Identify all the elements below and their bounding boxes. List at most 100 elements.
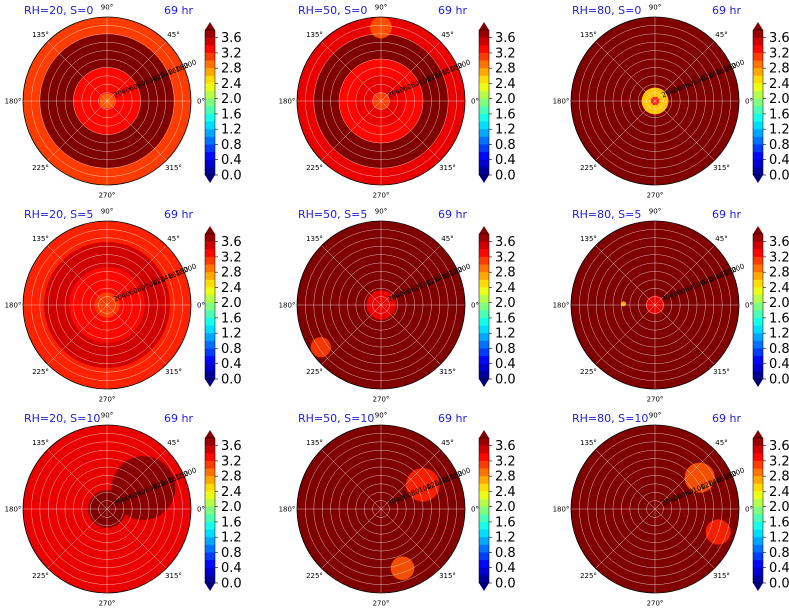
colorbar-tick-label: 3.6 bbox=[221, 439, 242, 454]
colorbar-segment bbox=[753, 356, 763, 365]
field-patch bbox=[390, 556, 415, 580]
colorbar-segment bbox=[479, 491, 489, 500]
angle-tick-label: 45° bbox=[715, 235, 727, 243]
grid-spoke bbox=[106, 304, 167, 365]
colorbar-segment bbox=[205, 340, 215, 349]
colorbar-segment bbox=[479, 483, 489, 492]
colorbar-segment bbox=[753, 152, 763, 161]
colorbar-segment bbox=[205, 264, 215, 273]
colorbar-extend-bottom bbox=[205, 583, 215, 591]
angle-tick-label: 315° bbox=[439, 368, 456, 376]
colorbar: 3.63.22.82.42.01.61.20.80.40.0 bbox=[204, 22, 242, 184]
colorbar-segment bbox=[753, 159, 763, 168]
colorbar-segment bbox=[205, 506, 215, 515]
colorbar-tick-label: 0.8 bbox=[769, 342, 789, 357]
colorbar-tick-label: 0.4 bbox=[221, 357, 242, 372]
grid-spoke bbox=[321, 449, 382, 510]
polar-panel: 90°45°0°315°270°225°180°135°204060801001… bbox=[5, 412, 242, 608]
colorbar-segment bbox=[753, 264, 763, 273]
colorbar-segment bbox=[205, 113, 215, 122]
colorbar-segment bbox=[753, 91, 763, 100]
colorbar-segment bbox=[753, 144, 763, 153]
panel-time-label: 69 hr bbox=[438, 412, 467, 425]
grid-spoke bbox=[321, 100, 382, 161]
colorbar-segment bbox=[205, 121, 215, 130]
colorbar: 3.63.22.82.42.01.61.20.80.40.0 bbox=[478, 22, 516, 184]
colorbar-segment bbox=[205, 468, 215, 477]
colorbar-tick-label: 2.0 bbox=[221, 296, 242, 311]
colorbar-tick-label: 1.2 bbox=[221, 327, 242, 342]
radial-tick-label: 20 bbox=[661, 89, 672, 100]
colorbar-tick-label: 2.0 bbox=[769, 500, 789, 515]
colorbar-segment bbox=[479, 340, 489, 349]
grid-spoke bbox=[595, 100, 656, 161]
colorbar-segment bbox=[205, 356, 215, 365]
radial-tick-label: 40 bbox=[668, 86, 679, 97]
colorbar-segment bbox=[205, 491, 215, 500]
angle-tick-label: 315° bbox=[713, 368, 730, 376]
colorbar-segment bbox=[479, 544, 489, 553]
grid-spoke bbox=[47, 508, 108, 569]
polar-frame bbox=[296, 16, 466, 186]
colorbar-segment bbox=[205, 560, 215, 569]
grid-spoke bbox=[47, 41, 108, 102]
panel-title: RH=20, S=0 bbox=[24, 4, 93, 17]
grid-spoke bbox=[380, 304, 441, 365]
colorbar-segment bbox=[753, 317, 763, 326]
radial-tick-label: 200 bbox=[182, 466, 197, 479]
colorbar-segment bbox=[753, 167, 763, 176]
colorbar-tick-label: 1.2 bbox=[221, 123, 242, 138]
colorbar-tick-label: 0.0 bbox=[769, 577, 789, 592]
colorbar-extend-bottom bbox=[479, 379, 489, 387]
angle-tick-label: 0° bbox=[745, 98, 753, 106]
radial-tick-label: 200 bbox=[730, 262, 745, 275]
colorbar-segment bbox=[205, 75, 215, 84]
polar-panel: 90°45°0°315°270°225°180°135°204060801001… bbox=[5, 208, 242, 404]
grid-spoke bbox=[380, 245, 441, 306]
colorbar-segment bbox=[205, 129, 215, 138]
grid-spoke bbox=[321, 41, 382, 102]
radial-tick-label: 200 bbox=[730, 466, 745, 479]
panel-title: RH=20, S=5 bbox=[24, 208, 93, 221]
colorbar-segment bbox=[753, 272, 763, 281]
angle-tick-label: 90° bbox=[649, 4, 661, 12]
colorbar-segment bbox=[205, 45, 215, 54]
colorbar-segment bbox=[753, 279, 763, 288]
colorbar-segment bbox=[205, 37, 215, 46]
colorbar-segment bbox=[205, 575, 215, 584]
angle-tick-label: 135° bbox=[32, 31, 49, 39]
radial-tick-label: 60 bbox=[676, 82, 687, 93]
colorbar-segment bbox=[205, 521, 215, 530]
radial-tick-label: 20 bbox=[113, 89, 124, 100]
colorbar-tick-label: 0.4 bbox=[769, 153, 789, 168]
colorbar-segment bbox=[205, 537, 215, 546]
colorbar-segment bbox=[479, 60, 489, 69]
colorbar-segment bbox=[205, 317, 215, 326]
colorbar-tick-label: 1.6 bbox=[769, 311, 789, 326]
colorbar-segment bbox=[479, 106, 489, 115]
colorbar-segment bbox=[753, 483, 763, 492]
angle-tick-label: 225° bbox=[580, 164, 597, 172]
colorbar-extend-top bbox=[753, 22, 763, 30]
angle-tick-label: 225° bbox=[580, 368, 597, 376]
colorbar-segment bbox=[753, 560, 763, 569]
colorbar-segment bbox=[753, 348, 763, 357]
angle-tick-label: 45° bbox=[441, 31, 453, 39]
colorbar-segment bbox=[753, 460, 763, 469]
radial-tick-label: 20 bbox=[387, 293, 398, 304]
colorbar-tick-label: 0.8 bbox=[495, 546, 516, 561]
colorbar-segment bbox=[205, 144, 215, 153]
colorbar-segment bbox=[205, 272, 215, 281]
colorbar-extend-top bbox=[205, 22, 215, 30]
colorbar-segment bbox=[753, 68, 763, 77]
colorbar-tick-label: 3.2 bbox=[769, 454, 789, 469]
grid-spoke bbox=[595, 245, 656, 306]
colorbar-segment bbox=[479, 468, 489, 477]
colorbar-tick-label: 3.6 bbox=[221, 31, 242, 46]
angle-tick-label: 90° bbox=[375, 208, 387, 216]
radial-tick-label: 40 bbox=[120, 86, 131, 97]
colorbar-segment bbox=[753, 249, 763, 258]
colorbar-segment bbox=[753, 310, 763, 319]
polar-frame bbox=[296, 424, 466, 594]
colorbar-segment bbox=[753, 340, 763, 349]
